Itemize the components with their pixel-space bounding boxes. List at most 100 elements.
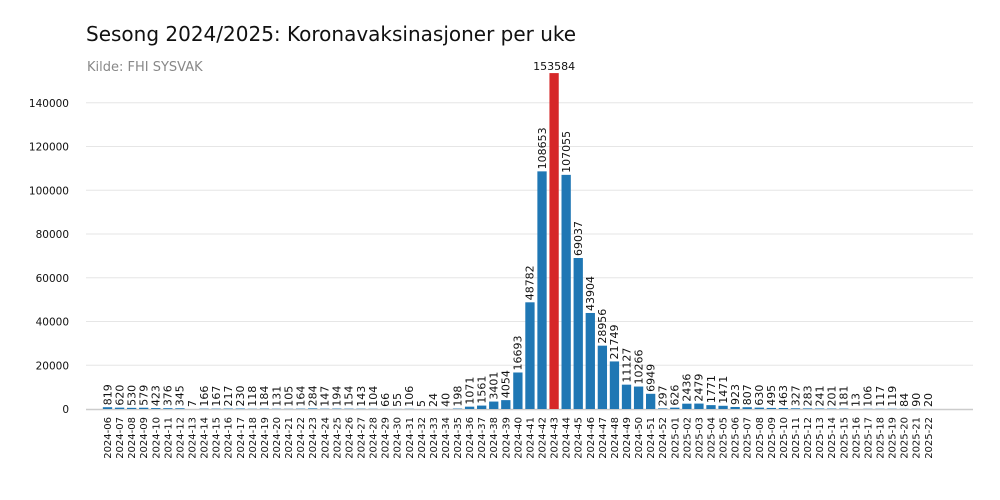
bar	[175, 408, 185, 409]
x-tick-label: 2024-14	[200, 417, 211, 459]
bar-value-label: 2479	[693, 374, 706, 402]
bar-value-label: 55	[391, 393, 404, 407]
x-tick-label: 2025-12	[803, 417, 814, 459]
x-tick-label: 2024-16	[224, 417, 235, 459]
bar-value-label: 1471	[717, 376, 730, 404]
bar-value-label: 131	[270, 386, 283, 407]
bar-value-label: 143	[355, 386, 368, 407]
x-tick-label: 2024-51	[646, 417, 657, 459]
bar	[778, 407, 789, 409]
bar	[464, 406, 475, 409]
bar	[573, 258, 583, 409]
y-tick-label: 60000	[36, 273, 69, 285]
bar-value-label: 117	[874, 386, 887, 407]
x-tick-label: 2024-18	[248, 417, 259, 459]
x-tick-label: 2024-31	[405, 417, 416, 459]
x-tick-label: 2024-34	[441, 417, 452, 459]
y-tick-label: 140000	[29, 98, 69, 110]
bar	[694, 403, 704, 409]
bar-value-label: 20	[922, 393, 935, 407]
bar-value-label: 69037	[572, 221, 585, 256]
x-tick-label: 2024-22	[296, 417, 307, 459]
bar-value-label: 630	[753, 385, 766, 406]
bar-value-label: 84	[898, 393, 911, 407]
x-tick-label: 2024-50	[634, 417, 645, 459]
bar	[754, 407, 764, 409]
bar-value-label: 107055	[560, 131, 573, 173]
bar	[706, 405, 716, 409]
x-tick-label: 2024-32	[417, 417, 428, 459]
bar-value-label: 807	[741, 384, 754, 405]
bar-value-label: 579	[138, 385, 151, 406]
bar	[814, 408, 825, 409]
bar-value-label: 43904	[584, 276, 597, 311]
bar-value-label: 463	[777, 385, 790, 406]
bar-value-label: 184	[258, 386, 271, 407]
x-tick-label: 2025-01	[670, 417, 681, 459]
x-tick-label: 2024-06	[103, 417, 114, 459]
x-tick-label: 2025-05	[719, 417, 730, 459]
bar-value-label: 1771	[705, 375, 718, 403]
bar-value-label: 90	[910, 393, 923, 407]
bar-value-label: 7	[186, 400, 199, 407]
x-tick-label: 2025-22	[924, 417, 935, 459]
bar-value-label: 194	[331, 386, 344, 407]
x-tick-label: 2024-19	[260, 417, 271, 459]
bar	[501, 400, 511, 409]
bar	[718, 405, 728, 409]
x-tick-label: 2025-19	[888, 417, 899, 459]
bar-value-label: 5	[415, 400, 428, 407]
x-tick-label: 2024-23	[308, 417, 319, 459]
y-tick-label: 80000	[36, 229, 69, 241]
bar-value-label: 10266	[632, 350, 645, 385]
x-tick-label: 2025-10	[779, 417, 790, 459]
x-tick-label: 2024-09	[139, 417, 150, 459]
bar	[308, 408, 318, 409]
bar-value-label: 119	[886, 386, 899, 407]
bar	[646, 393, 656, 409]
x-tick-label: 2024-41	[525, 417, 536, 459]
x-tick-label: 2024-35	[453, 417, 464, 459]
x-tick-label: 2025-08	[755, 417, 766, 459]
bar-value-label: 620	[113, 385, 126, 406]
bar-value-label: 530	[125, 385, 138, 406]
bar	[537, 171, 547, 409]
bar	[102, 407, 113, 409]
bar-value-label: 104	[367, 386, 380, 407]
bar-value-label: 105	[282, 386, 295, 407]
bar	[742, 407, 752, 409]
y-tick-label: 100000	[29, 185, 69, 197]
x-tick-label: 2024-21	[284, 417, 295, 459]
bar-value-label: 166	[198, 386, 211, 407]
x-tick-label: 2024-39	[501, 417, 512, 459]
bar	[477, 405, 487, 409]
bar-value-label: 4054	[500, 370, 513, 398]
bar-value-label: 6949	[644, 364, 657, 392]
bar-value-label: 154	[343, 386, 356, 407]
x-tick-label: 2024-47	[598, 417, 609, 459]
bar	[163, 408, 173, 409]
bar	[151, 408, 161, 409]
bar	[585, 312, 595, 409]
bar-value-label: 241	[813, 385, 826, 406]
bar-value-label: 3401	[488, 372, 501, 400]
x-tick-label: 2025-14	[827, 417, 838, 459]
bar-value-label: 217	[222, 386, 235, 407]
bar-value-label: 198	[451, 386, 464, 407]
chart-subtitle: Kilde: FHI SYSVAK	[87, 60, 203, 75]
bar-value-label: 28956	[596, 309, 609, 344]
bar	[658, 408, 668, 409]
bar-value-label: 230	[234, 385, 247, 406]
x-tick-label: 2025-03	[694, 417, 705, 459]
bar-value-label: 201	[826, 386, 839, 407]
bar-value-label: 21749	[608, 324, 621, 359]
bar	[513, 372, 523, 409]
y-tick-label: 120000	[29, 142, 69, 154]
bar-value-label: 11127	[620, 348, 633, 383]
x-tick-label: 2025-17	[863, 417, 874, 459]
bar-value-label: 106	[862, 386, 875, 407]
bar	[126, 407, 137, 409]
chart-title: Sesong 2024/2025: Koronavaksinasjoner pe…	[86, 22, 577, 46]
x-tick-label: 2024-13	[187, 417, 198, 459]
